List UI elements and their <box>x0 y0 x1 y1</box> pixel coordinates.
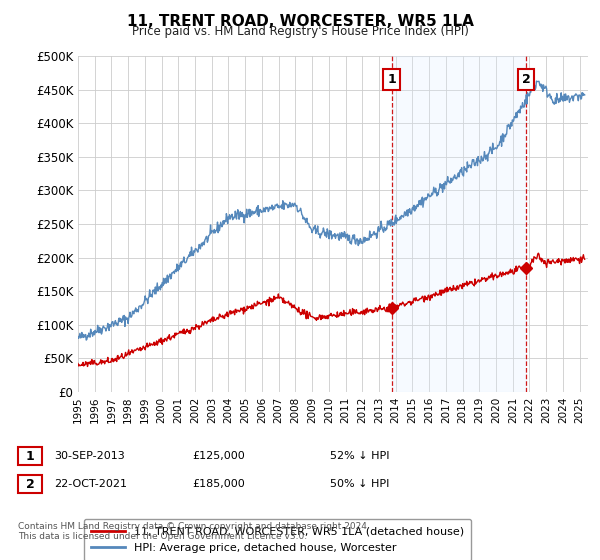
Legend: 11, TRENT ROAD, WORCESTER, WR5 1LA (detached house), HPI: Average price, detache: 11, TRENT ROAD, WORCESTER, WR5 1LA (deta… <box>83 519 472 560</box>
Text: Price paid vs. HM Land Registry's House Price Index (HPI): Price paid vs. HM Land Registry's House … <box>131 25 469 38</box>
Text: 52% ↓ HPI: 52% ↓ HPI <box>330 451 389 461</box>
Text: £125,000: £125,000 <box>192 451 245 461</box>
Text: Contains HM Land Registry data © Crown copyright and database right 2024.
This d: Contains HM Land Registry data © Crown c… <box>18 522 370 542</box>
Text: 1: 1 <box>387 73 396 86</box>
Text: 2: 2 <box>26 478 34 491</box>
Text: 22-OCT-2021: 22-OCT-2021 <box>54 479 127 489</box>
Text: £185,000: £185,000 <box>192 479 245 489</box>
Text: 50% ↓ HPI: 50% ↓ HPI <box>330 479 389 489</box>
Text: 2: 2 <box>522 73 530 86</box>
Text: 1: 1 <box>26 450 34 463</box>
Text: 11, TRENT ROAD, WORCESTER, WR5 1LA: 11, TRENT ROAD, WORCESTER, WR5 1LA <box>127 14 473 29</box>
Text: 30-SEP-2013: 30-SEP-2013 <box>54 451 125 461</box>
Bar <box>392 56 526 392</box>
